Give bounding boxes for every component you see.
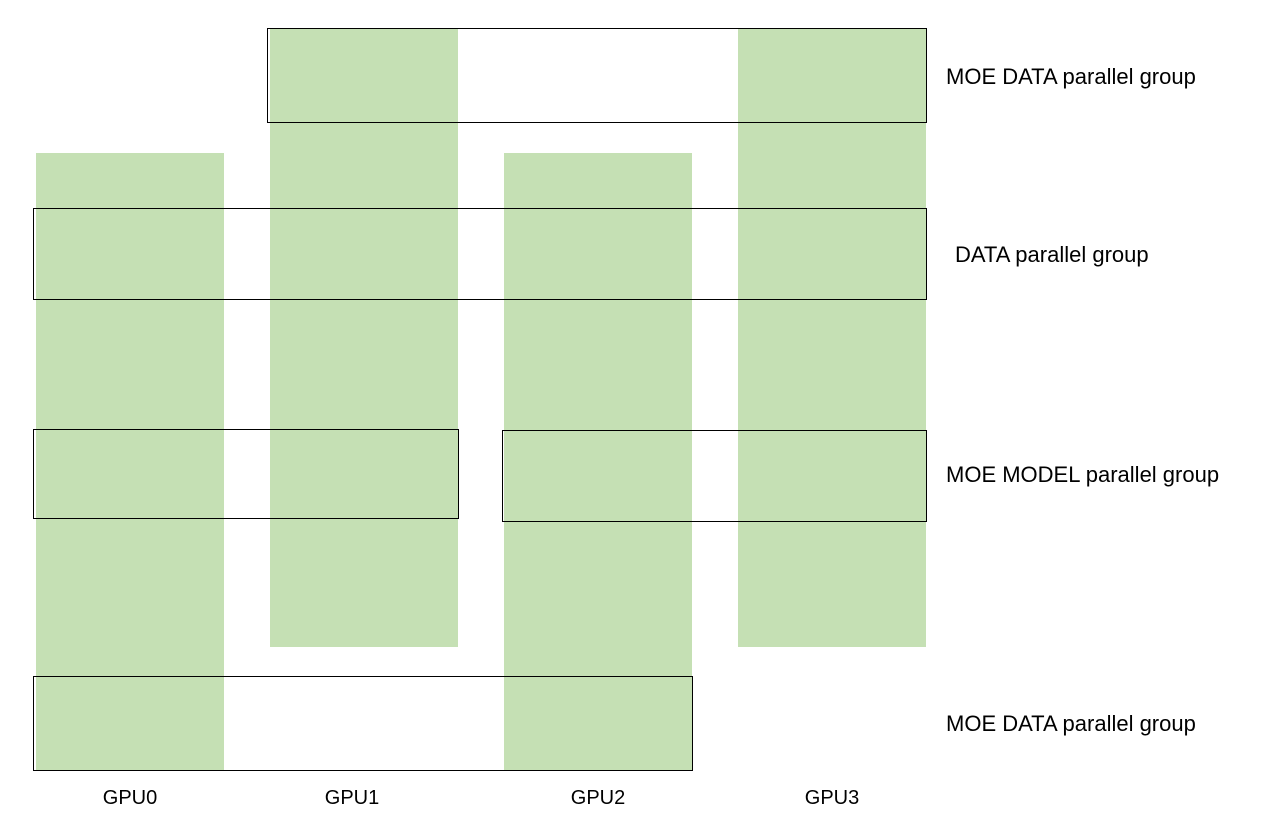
gpu2-column [504, 153, 692, 770]
moe-model-group-right-box [502, 430, 927, 522]
moe-data-group-top-box [267, 28, 927, 123]
gpu3-label: GPU3 [804, 787, 860, 809]
moe-data-group-bottom-box [33, 676, 693, 771]
data-group-label: DATA parallel group [955, 242, 1149, 267]
moe-data-group-top-label: MOE DATA parallel group [946, 64, 1196, 89]
gpu0-label: GPU0 [102, 787, 158, 809]
gpu0-column [36, 153, 224, 770]
gpu3-column [738, 29, 926, 647]
gpu2-label: GPU2 [570, 787, 626, 809]
moe-model-group-left-box [33, 429, 459, 519]
gpu1-column [270, 29, 458, 647]
moe-data-group-bottom-label: MOE DATA parallel group [946, 711, 1196, 736]
data-group-box [33, 208, 927, 300]
moe-model-group-label: MOE MODEL parallel group [946, 462, 1220, 487]
gpu1-label: GPU1 [324, 787, 380, 809]
